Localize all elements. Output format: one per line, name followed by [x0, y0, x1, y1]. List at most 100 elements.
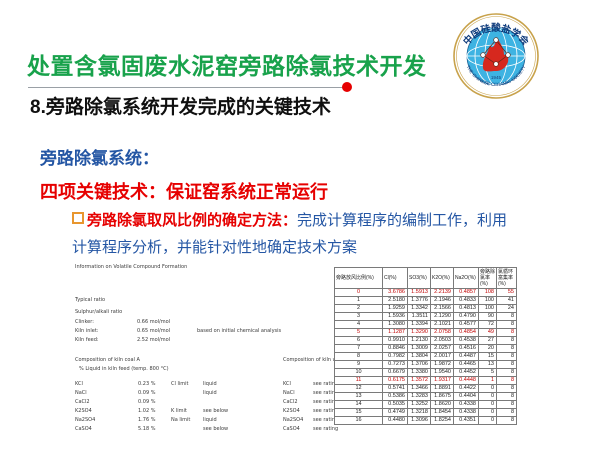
- results-cell: 100: [478, 296, 497, 305]
- slide-title: 处置含氯固废水泥窑旁路除氯技术开发: [27, 53, 427, 79]
- results-cell: 10: [334, 368, 383, 377]
- comp-dust-note: see rating: [313, 408, 339, 414]
- results-cell: 0.4487: [453, 352, 479, 361]
- comp-a-state: liquid: [203, 381, 217, 387]
- results-cell: 1.8620: [430, 400, 454, 409]
- results-cell: 4: [334, 320, 383, 329]
- results-row: 2 1.9259 1.3342 2.1566 0.4813 100 24: [334, 304, 517, 313]
- results-row: 11 0.6175 1.3572 1.9317 0.4448 1 8: [334, 376, 517, 385]
- comp-a-chem: KCl: [75, 381, 83, 387]
- key-technologies-heading: 四项关键技术：保证窑系统正常运行: [40, 182, 328, 202]
- results-column-header: SO3(%): [407, 267, 431, 289]
- results-row: 16 0.4480 1.3096 1.8254 0.4351 0 8: [334, 416, 517, 425]
- results-cell: 0.4338: [453, 400, 479, 409]
- results-row: 6 0.9910 1.2130 2.0503 0.4538 27 8: [334, 336, 517, 345]
- comp-dust-chem: K2SO4: [283, 408, 300, 414]
- results-column-header: K2O(%): [430, 267, 454, 289]
- comp-a-chem: Na2SO4: [75, 417, 96, 423]
- results-cell: 13: [334, 392, 383, 401]
- doc-comp-dust-title: Composition of kiln waste dust: [283, 357, 360, 363]
- comp-a-pct: 1.02 %: [138, 408, 156, 414]
- results-cell: 0: [478, 384, 497, 393]
- doc-title: Information on Volatile Compound Formati…: [75, 264, 188, 270]
- results-cell: 8: [496, 368, 517, 377]
- results-cell: 0.8846: [382, 344, 408, 353]
- results-cell: 1.3252: [407, 400, 431, 409]
- results-cell: 1.9259: [382, 304, 408, 313]
- comp-a-limit: K limit: [171, 408, 187, 414]
- results-cell: 1: [478, 376, 497, 385]
- results-cell: 1.3776: [407, 296, 431, 305]
- results-cell: 1.9317: [430, 376, 454, 385]
- sulphur-row-value: 2.52 mol/mol: [137, 337, 171, 343]
- results-cell: 15: [334, 408, 383, 417]
- results-cell: 2.0758: [430, 328, 454, 337]
- results-cell: 16: [334, 416, 383, 425]
- logo-year: 1945: [491, 75, 502, 80]
- sulphur-row-note: based on initial chemical analysis: [197, 328, 282, 334]
- results-cell: 1.8254: [430, 416, 454, 425]
- results-cell: 8: [496, 416, 517, 425]
- comp-a-pct: 0.23 %: [138, 381, 156, 387]
- results-cell: 0.5035: [382, 400, 408, 409]
- results-cell: 8: [334, 352, 383, 361]
- results-cell: 1.8675: [430, 392, 454, 401]
- results-row: 7 0.8846 1.3009 2.0257 0.4516 20 8: [334, 344, 517, 353]
- results-cell: 2.0257: [430, 344, 454, 353]
- results-cell: 8: [496, 384, 517, 393]
- results-cell: 1.3009: [407, 344, 431, 353]
- comp-dust-note: see rating: [313, 381, 339, 387]
- comp-dust-chem: Na2SO4: [283, 417, 304, 423]
- results-cell: 0.4833: [453, 296, 479, 305]
- results-column-header: 旁路除氯率 (%): [478, 267, 497, 289]
- comp-a-pct: 5.18 %: [138, 426, 156, 432]
- results-cell: 2.0017: [430, 352, 454, 361]
- results-cell: 1.3706: [407, 360, 431, 369]
- comp-a-chem: CaCl2: [75, 399, 90, 405]
- results-row: 10 0.6679 1.3380 1.9540 0.4452 5 8: [334, 368, 517, 377]
- bullet-paragraph: 旁路除氯取风比例的确定方法：完成计算程序的编制工作，利用 计算程序分析，并能针对…: [72, 207, 572, 261]
- results-cell: 8: [496, 392, 517, 401]
- results-cell: 1.9872: [430, 360, 454, 369]
- bullet-text-line2: 计算程序分析，并能针对性地确定技术方案: [72, 239, 358, 256]
- results-cell: 7: [334, 344, 383, 353]
- results-cell: 1.3804: [407, 352, 431, 361]
- results-table-body: 0 3.6786 1.5913 2.2139 0.4857 108 55 1 2.5180 1.3…: [334, 288, 517, 425]
- results-cell: 1.3096: [407, 416, 431, 425]
- results-column-header: 旁路放风比例(%): [334, 267, 383, 289]
- title-divider-line: [28, 87, 345, 88]
- comp-dust-note: see rating: [313, 390, 339, 396]
- results-cell: 1.9540: [430, 368, 454, 377]
- results-cell: 0.4516: [453, 344, 479, 353]
- results-cell: 0: [478, 400, 497, 409]
- results-cell: 12: [334, 384, 383, 393]
- results-cell: 2.2139: [430, 288, 454, 297]
- results-cell: 0.4480: [382, 416, 408, 425]
- ceramic-society-logo: 1945 中国硅酸盐学会 THE CHINESE CERAMIC SOCIETY: [452, 12, 540, 100]
- results-cell: 11: [334, 376, 383, 385]
- results-cell: 20: [478, 344, 497, 353]
- sulphur-row-value: 0.65 mol/mol: [137, 328, 171, 334]
- results-row: 1 2.5180 1.3776 2.1946 0.4833 100 41: [334, 296, 517, 305]
- results-cell: 2.1946: [430, 296, 454, 305]
- flame-icon: [482, 37, 509, 72]
- comp-a-chem: CaSO4: [75, 426, 92, 432]
- results-cell: 1.8454: [430, 408, 454, 417]
- results-cell: 8: [496, 344, 517, 353]
- results-cell: 0.4452: [453, 368, 479, 377]
- results-cell: 2.5180: [382, 296, 408, 305]
- results-cell: 0.4577: [453, 320, 479, 329]
- results-cell: 0.4749: [382, 408, 408, 417]
- results-cell: 1.3218: [407, 408, 431, 417]
- bypass-ratio-results-table: 旁路放风比例(%) Cl(%) SO3(%) K2O(%) Na2O(%) 旁路除氯率 (…: [334, 267, 517, 425]
- results-cell: 6: [334, 336, 383, 345]
- comp-a-state: liquid: [203, 390, 217, 396]
- results-row: 5 1.1287 1.3290 2.0758 0.4854 49 8: [334, 328, 517, 337]
- results-cell: 8: [496, 336, 517, 345]
- results-cell: 3: [334, 312, 383, 321]
- results-cell: 2.1566: [430, 304, 454, 313]
- red-dot-icon: [342, 82, 352, 92]
- results-cell: 0.4538: [453, 336, 479, 345]
- results-row: 12 0.5741 1.3466 1.8891 0.4422 0 8: [334, 384, 517, 393]
- comp-a-state: see below: [203, 408, 229, 414]
